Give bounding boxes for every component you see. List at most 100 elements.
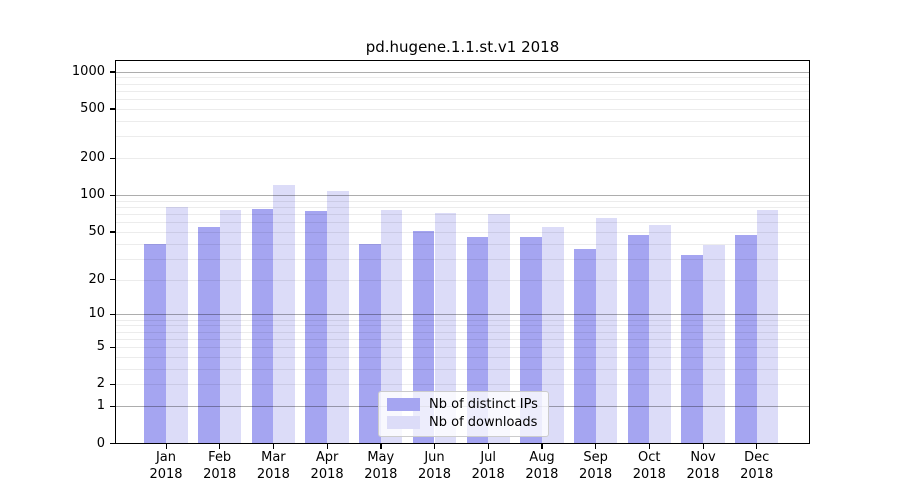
gridline-minor-4 — [115, 356, 810, 358]
bar-distinct-ips-dec — [735, 235, 757, 444]
legend-label-downloads: Nb of downloads — [429, 415, 538, 430]
gridline-minor-30 — [115, 258, 810, 260]
gridline-minor-80 — [115, 207, 810, 209]
y-axis-tick-1 — [110, 405, 115, 407]
x-axis-tick-sep — [595, 443, 597, 449]
bar-downloads-aug — [541, 226, 564, 444]
gridline-minor-300 — [115, 136, 810, 138]
bar-distinct-ips-jan — [144, 243, 166, 444]
bar-downloads-oct — [649, 225, 671, 444]
bar-downloads-may — [380, 209, 403, 444]
gridline-minor-7 — [115, 331, 810, 333]
x-tick-label-nov: Nov 2018 — [686, 449, 720, 483]
y-tick-label-5: 5 — [96, 339, 105, 355]
y-axis-tick-100 — [110, 194, 115, 196]
y-tick-label-50: 50 — [88, 223, 105, 239]
x-axis-tick-oct — [648, 443, 651, 449]
y-tick-label-10: 10 — [88, 306, 105, 322]
bar-downloads-jan — [166, 207, 188, 444]
x-tick-label-may: May 2018 — [364, 449, 398, 483]
legend-entry-distinct-ips: Nb of distinct IPs — [387, 397, 538, 412]
gridline-minor-500 — [115, 108, 810, 110]
bar-distinct-ips-apr — [305, 211, 328, 444]
x-axis-tick-jun — [434, 443, 436, 449]
gridline-minor-200 — [115, 158, 810, 160]
gridline-minor-700 — [115, 90, 810, 92]
x-axis-tick-feb — [219, 443, 221, 449]
bar-distinct-ips-may — [359, 243, 381, 444]
x-axis-tick-apr — [326, 443, 328, 449]
bar-downloads-apr — [327, 191, 349, 444]
bar-distinct-ips-jun — [412, 230, 435, 444]
x-tick-label-jun: Jun 2018 — [417, 449, 452, 483]
gridline-major-100 — [115, 195, 810, 197]
gridline-minor-3 — [115, 368, 810, 370]
legend-label-distinct-ips: Nb of distinct IPs — [429, 397, 538, 412]
gridline-minor-50 — [115, 231, 810, 233]
bar-distinct-ips-mar — [251, 209, 274, 444]
bar-downloads-feb — [219, 209, 242, 444]
gridline-major-10 — [115, 314, 810, 316]
gridline-minor-2 — [115, 384, 810, 386]
gridline-minor-5 — [115, 347, 810, 349]
chart-title: pd.hugene.1.1.st.v1 2018 — [365, 38, 560, 56]
bar-distinct-ips-nov — [681, 255, 703, 444]
gridline-minor-20 — [115, 279, 810, 281]
gridline-minor-600 — [115, 99, 810, 101]
y-axis-tick-200 — [110, 157, 115, 159]
y-tick-label-500: 500 — [80, 100, 105, 116]
y-tick-label-100: 100 — [80, 187, 105, 203]
x-tick-label-jan: Jan 2018 — [149, 449, 183, 483]
legend: Nb of distinct IPs Nb of downloads — [378, 391, 549, 437]
bar-downloads-jun — [434, 213, 457, 444]
gridline-minor-70 — [115, 214, 810, 216]
gridline-minor-60 — [115, 222, 810, 224]
gridline-minor-400 — [115, 120, 810, 122]
legend-swatch-distinct-ips — [387, 398, 420, 411]
y-tick-label-200: 200 — [80, 150, 105, 166]
bar-distinct-ips-oct — [627, 235, 650, 444]
x-axis-tick-jan — [165, 443, 167, 449]
x-tick-label-jul: Jul 2018 — [471, 449, 505, 483]
x-tick-label-feb: Feb 2018 — [203, 449, 237, 483]
y-axis-tick-0 — [110, 443, 115, 445]
y-axis-tick-2 — [110, 383, 115, 386]
y-axis-tick-500 — [110, 108, 115, 110]
y-tick-label-0: 0 — [96, 435, 105, 451]
x-axis-tick-jul — [487, 443, 489, 449]
y-tick-label-2: 2 — [96, 376, 105, 392]
bar-distinct-ips-sep — [573, 249, 596, 444]
x-tick-label-aug: Aug 2018 — [525, 449, 559, 483]
bar-downloads-dec — [756, 210, 779, 444]
gridline-minor-9 — [115, 319, 810, 321]
x-tick-label-oct: Oct 2018 — [632, 449, 666, 483]
x-tick-label-mar: Mar 2018 — [256, 449, 290, 483]
x-tick-label-dec: Dec 2018 — [740, 449, 774, 483]
gridline-minor-90 — [115, 200, 810, 202]
x-axis-tick-may — [380, 443, 382, 449]
x-axis-tick-nov — [702, 443, 704, 449]
y-tick-label-1: 1 — [96, 398, 105, 414]
gridline-minor-8 — [115, 325, 810, 327]
x-axis-tick-dec — [756, 443, 758, 449]
gridline-minor-800 — [115, 83, 810, 85]
gridline-major-1000 — [115, 71, 810, 73]
bar-downloads-jul — [488, 214, 510, 444]
bar-downloads-nov — [703, 245, 725, 444]
y-axis-tick-50 — [110, 231, 115, 233]
plot-area — [115, 59, 810, 444]
bar-downloads-mar — [273, 184, 296, 444]
bar-downloads-sep — [595, 218, 618, 444]
y-axis-tick-5 — [110, 346, 115, 348]
legend-swatch-downloads — [387, 416, 420, 429]
legend-entry-downloads: Nb of downloads — [387, 415, 538, 430]
gridline-minor-40 — [115, 243, 810, 245]
y-tick-label-1000: 1000 — [71, 63, 105, 79]
x-axis-tick-mar — [272, 443, 275, 449]
gridline-minor-900 — [115, 77, 810, 79]
x-tick-label-sep: Sep 2018 — [579, 449, 613, 483]
gridline-minor-6 — [115, 338, 810, 340]
y-axis-tick-1000 — [110, 71, 115, 73]
bar-distinct-ips-feb — [198, 226, 220, 444]
